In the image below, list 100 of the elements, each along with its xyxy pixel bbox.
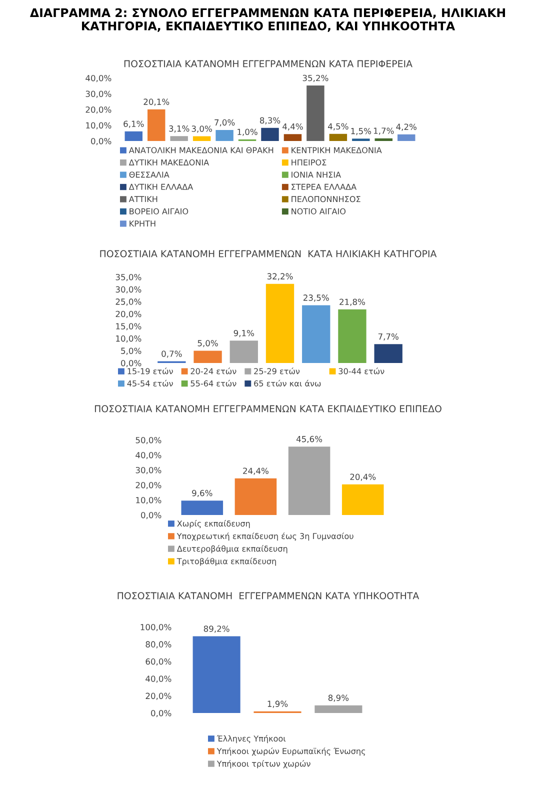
legend-label: 15-19 ετών — [128, 368, 173, 374]
y-tick-label: 60,0% — [146, 658, 172, 666]
chart-title: ΠΟΣΟΣΤΙΑΙΑ ΚΑΤΑΝΟΜΗ ΕΓΓΕΓΡΑΜΜΕΝΩΝ ΚΑΤΑ ΗΛΙΚΙΑΚΗ ΚΑΤΗΓΟΡΙΑ — [100, 250, 437, 258]
legend-label: ΗΠΕΙΡΟΣ — [292, 159, 326, 166]
data-label: 6,1% — [124, 120, 144, 128]
legend-label: ΑΝΑΤΟΛΙΚΗ ΜΑΚΕΔΟΝΙΑ ΚΑΙ ΘΡΑΚΗ — [128, 147, 274, 154]
legend-label: 25-29 ετών — [254, 368, 300, 374]
data-label: 45,6% — [296, 436, 322, 444]
data-label: 1,5% — [351, 128, 372, 136]
bar — [338, 309, 366, 363]
legend-label: Υπήκοοι χωρών Ευρωπαϊκής Ένωσης — [216, 748, 365, 756]
data-label: 5,0% — [198, 340, 218, 348]
y-tick-label: 30,0% — [116, 286, 142, 294]
bar — [398, 134, 416, 141]
bar — [374, 344, 402, 363]
legend-label: ΚΕΝΤΡΙΚΗ ΜΑΚΕΔΟΝΙΑ — [292, 147, 382, 154]
bar — [192, 136, 211, 141]
y-tick-label: 10,0% — [116, 335, 142, 343]
chart-title: ΔΙΑΓΡΑΜΜΑ 2: ΣΥΝΟΛΟ ΕΓΓΕΓΡΑΜΜΕΝΩΝ ΚΑΤΑ ΠΕΡΙΦΕΡΕΙΑ, ΗΛΙΚΙΑΚΗ ΚΑΤΗΓΟΡΙΑ, ΕΚΠΑΙΔΕΥΤΙΚΟ ΕΠΙΠΕΔΟ, ΚΑΙ ΥΠΗΚΟΟΤΗΤΑ — [30, 8, 505, 32]
data-label: 1,0% — [238, 128, 258, 136]
y-tick-label: 10,0% — [136, 496, 162, 504]
legend-label: Υπήκοοι τρίτων χωρών — [216, 760, 310, 768]
data-label: 3,0% — [192, 126, 212, 133]
bar — [329, 134, 348, 141]
bar — [342, 484, 384, 515]
y-tick-label: 25,0% — [116, 298, 142, 306]
bar — [170, 136, 188, 141]
chart-subtitle: ΠΟΣΟΣΤΙΑΙΑ ΚΑΤΑΝΟΜΗ ΕΓΓΕΓΡΑΜΜΕΝΩΝ ΚΑΤΑ ΠΕΡΙΦΕΡΕΙΑ — [124, 60, 412, 68]
chart-title: ΠΟΣΟΣΤΙΑΙΑ ΚΑΤΑΝΟΜΗ ΕΓΓΕΓΡΑΜΜΕΝΩΝ ΚΑΤΑ ΥΠΗΚΟΟΤΗΤΑ — [118, 592, 420, 600]
legend-label: ΙΟΝΙΑ ΝΗΣΙΑ — [292, 172, 341, 178]
chart-title: ΠΟΣΟΣΤΙΑΙΑ ΚΑΤΑΝΟΜΗ ΕΓΓΕΓΡΑΜΜΕΝΩΝ ΚΑΤΑ ΕΚΠΑΙΔΕΥΤΙΚΟ ΕΠΙΠΕΔΟ — [94, 405, 442, 412]
legend-label: ΠΕΛΟΠΟΝΝΗΣΟΣ — [292, 196, 360, 202]
legend-label: Τριτοβάθμια εκπαίδευση — [176, 558, 276, 566]
bar — [192, 636, 240, 713]
y-tick-label: 80,0% — [146, 641, 172, 648]
legend-label: 20-24 ετών — [190, 368, 236, 374]
legend-label: ΑΤΤΙΚΗ — [128, 196, 158, 202]
bar — [284, 134, 302, 141]
data-label: 21,8% — [340, 298, 365, 306]
y-tick-label: 0,0% — [151, 710, 172, 718]
bar — [314, 705, 362, 713]
bar — [216, 130, 234, 141]
data-label: 3,1% — [169, 125, 190, 133]
y-tick-label: 40,0% — [146, 676, 172, 683]
y-tick-label: 30,0% — [86, 90, 112, 98]
bar — [194, 350, 222, 363]
data-label: 20,4% — [350, 474, 376, 481]
legend-label: ΔΥΤΙΚΗ ΜΑΚΕΔΟΝΙΑ — [128, 159, 210, 166]
data-label: 20,1% — [144, 98, 170, 106]
legend-label: ΝΟΤΙΟ ΑΙΓΑΙΟ — [292, 208, 346, 214]
y-tick-label: 20,0% — [146, 692, 172, 700]
y-tick-label: 40,0% — [136, 452, 162, 460]
legend-label: 55-64 ετών — [190, 380, 236, 386]
legend-label: ΣΤΕΡΕΑ ΕΛΛΑΔΑ — [292, 184, 357, 190]
data-label: 9,1% — [234, 330, 254, 338]
data-label: 89,2% — [204, 626, 230, 633]
data-label: 7,7% — [378, 333, 398, 341]
bar — [266, 284, 294, 363]
bar — [302, 305, 330, 363]
data-label: 24,4% — [243, 468, 268, 475]
bar — [261, 128, 279, 141]
data-label: 4,2% — [396, 124, 416, 131]
data-label: 1,9% — [268, 700, 288, 708]
legend-label: Έλληνες Υπήκοοι — [216, 735, 286, 744]
y-tick-label: 30,0% — [136, 466, 162, 474]
y-tick-label: 20,0% — [116, 310, 142, 318]
y-tick-label: 0,0% — [141, 512, 162, 520]
legend-label: Χωρίς εκπαίδευση — [177, 520, 250, 528]
data-label: 8,3% — [260, 117, 280, 124]
legend-label: 65 ετών και άνω — [254, 380, 321, 386]
bar — [124, 131, 142, 141]
data-label: 1,7% — [374, 128, 394, 135]
data-label: 23,5% — [303, 294, 329, 302]
y-tick-label: 0,0% — [121, 360, 142, 368]
data-label: 0,7% — [162, 350, 182, 358]
bar — [306, 86, 324, 141]
data-label: 35,2% — [302, 74, 328, 82]
bar — [230, 340, 258, 363]
y-tick-label: 100,0% — [140, 624, 172, 632]
data-label: 7,0% — [214, 119, 235, 126]
bar — [181, 500, 224, 515]
y-tick-label: 20,0% — [136, 482, 162, 490]
legend-label: ΘΕΣΣΑΛΙΑ — [129, 172, 170, 178]
y-tick-label: 0,0% — [91, 138, 112, 146]
bar — [148, 109, 166, 141]
bar — [234, 478, 277, 515]
y-tick-label: 35,0% — [116, 274, 142, 282]
legend-label: Υποχρεωτική εκπαίδευση έως 3η Γυμνασίου — [176, 532, 354, 541]
y-tick-label: 20,0% — [86, 106, 112, 114]
data-label: 9,6% — [192, 490, 212, 498]
legend-label: ΒΟΡΕΙΟ ΑΙΓΑΙΟ — [130, 208, 188, 214]
legend-label: 45-54 ετών — [127, 380, 173, 386]
data-label: 4,5% — [328, 123, 348, 130]
data-label: 32,2% — [267, 273, 293, 280]
y-tick-label: 5,0% — [121, 348, 142, 355]
legend-label: 30-44 ετών — [338, 368, 384, 374]
y-tick-label: 50,0% — [136, 436, 162, 444]
y-tick-label: 40,0% — [86, 74, 112, 82]
legend-label: Δευτεροβάθμια εκπαίδευση — [176, 545, 288, 554]
bar — [374, 138, 392, 141]
